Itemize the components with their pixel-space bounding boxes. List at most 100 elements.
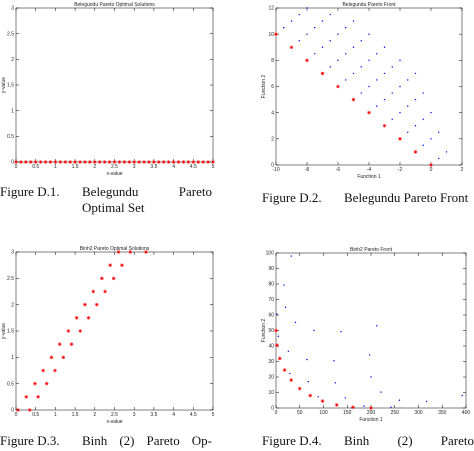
caption: Figure D.2. Belegundu Pareto Front	[262, 190, 474, 206]
point	[274, 328, 278, 333]
point	[276, 313, 278, 315]
point	[78, 160, 82, 164]
point	[287, 350, 290, 353]
point	[41, 368, 45, 373]
point	[83, 160, 87, 164]
y-tick-label: 1.5	[7, 83, 14, 89]
x-tick-label: 2	[93, 412, 96, 418]
chart-title: Belegundu Pareto Front	[342, 2, 396, 8]
point	[19, 160, 23, 164]
y-tick-label: 4	[271, 110, 274, 116]
point	[430, 111, 432, 114]
y-tick-label: 0	[271, 406, 274, 412]
x-axis-label: Function 1	[359, 417, 383, 423]
x-tick-label: 0.5	[32, 412, 39, 418]
point	[391, 92, 393, 94]
x-tick-label: 3.5	[150, 164, 157, 170]
point	[390, 406, 392, 408]
y-tick-label: 3	[11, 6, 14, 12]
caption-text: Binh (2) Pareto Op-	[82, 433, 212, 448]
point	[329, 40, 331, 42]
point	[137, 160, 141, 164]
point	[277, 335, 280, 338]
point	[36, 395, 40, 399]
point	[53, 160, 58, 164]
point	[345, 53, 347, 55]
point	[63, 160, 68, 164]
y-tick-label: 100	[266, 251, 275, 257]
point	[294, 321, 297, 324]
point	[122, 160, 127, 164]
point	[376, 105, 378, 107]
y-tick-label: 6	[271, 84, 274, 90]
point	[414, 125, 417, 127]
point	[78, 329, 83, 333]
chart-title: Belegundu Pareto Optimal Solutions	[74, 2, 155, 8]
y-tick-label: 3	[11, 250, 14, 256]
x-tick-label: 3	[133, 164, 136, 170]
chart-title: Binh2 Pareto Front	[350, 247, 393, 253]
point	[103, 289, 107, 294]
point	[191, 160, 196, 164]
point	[49, 355, 54, 360]
x-tick-label: -10	[272, 167, 279, 173]
x-tick-label: 2	[461, 167, 464, 173]
point	[345, 26, 347, 29]
x-tick-label: 0	[15, 412, 18, 418]
point	[107, 160, 112, 164]
x-tick-label: 150	[343, 410, 352, 416]
point	[58, 160, 63, 164]
point	[161, 160, 166, 164]
x-tick-label: 1.5	[72, 412, 79, 418]
x-tick-label: -2	[398, 167, 403, 173]
point	[398, 399, 401, 401]
point	[368, 59, 370, 62]
x-tick-label: 300	[414, 410, 423, 416]
plot-frame	[15, 251, 214, 411]
point	[360, 66, 362, 68]
point	[152, 160, 156, 164]
x-tick-label: 1	[54, 412, 57, 418]
y-tick-label: 2.5	[7, 276, 14, 282]
y-tick-label: 1	[11, 355, 14, 361]
point	[413, 150, 418, 154]
point	[368, 354, 371, 356]
y-tick-label: 2	[11, 302, 14, 308]
x-tick-label: 400	[462, 410, 471, 416]
y-tick-label: 2.5	[7, 31, 14, 37]
point	[306, 358, 308, 361]
x-tick-label: 2.5	[111, 164, 118, 170]
y-tick-label: 30	[268, 359, 274, 365]
point	[88, 160, 92, 164]
x-tick-label: 4	[172, 412, 175, 418]
point	[305, 58, 309, 63]
point	[33, 160, 38, 164]
point	[368, 33, 370, 35]
point	[422, 144, 424, 147]
point	[363, 405, 365, 407]
point	[24, 395, 29, 399]
point	[44, 381, 49, 386]
point	[298, 13, 300, 16]
point	[399, 59, 401, 62]
point	[38, 160, 43, 164]
point	[91, 289, 96, 294]
x-tick-label: 4.5	[190, 164, 197, 170]
point	[307, 380, 309, 383]
point	[369, 406, 373, 410]
y-tick-label: 70	[268, 297, 274, 303]
point	[329, 66, 331, 68]
caption-text: Belegundu Pareto Front	[344, 190, 469, 205]
y-tick-label: 50	[268, 328, 274, 334]
point	[425, 400, 428, 403]
point	[445, 151, 448, 153]
plot-frame	[15, 7, 214, 163]
point	[282, 368, 287, 372]
point	[117, 160, 122, 164]
point	[57, 342, 62, 346]
point	[298, 40, 300, 42]
x-tick-label: 50	[297, 410, 303, 416]
y-tick-label: 40	[268, 344, 274, 350]
caption-label: Figure D.4.	[262, 433, 322, 448]
y-axis-label: y-value	[1, 323, 7, 339]
